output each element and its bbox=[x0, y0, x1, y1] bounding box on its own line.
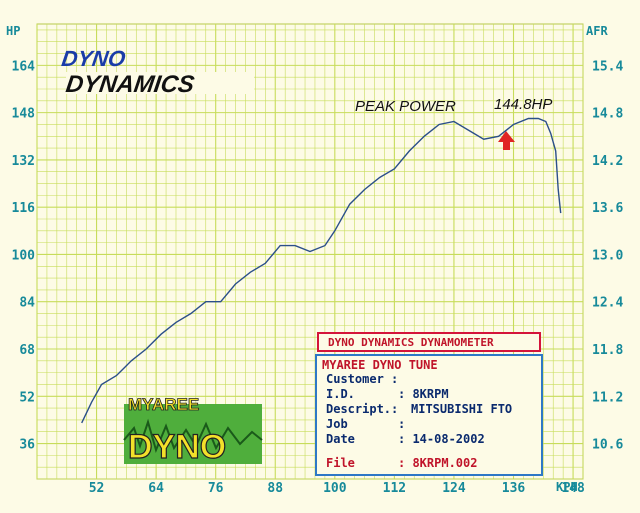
x-tick-label: 100 bbox=[323, 481, 347, 496]
info-title: DYNO DYNAMICS DYNAMOMETER bbox=[328, 336, 494, 349]
job-label: Job bbox=[326, 417, 348, 431]
x-tick-label: 88 bbox=[267, 481, 283, 496]
y-left-unit: HP bbox=[6, 24, 20, 38]
y-left-tick-label: 36 bbox=[19, 438, 35, 453]
y-left-tick-label: 52 bbox=[19, 390, 35, 405]
x-tick-label: 124 bbox=[442, 481, 466, 496]
y-left-tick-label: 148 bbox=[12, 107, 36, 122]
peak-arrow-icon bbox=[498, 131, 515, 150]
id-value: : 8KRPM bbox=[398, 387, 449, 401]
y-right-tick-label: 15.4 bbox=[592, 59, 623, 74]
x-tick-label: 136 bbox=[502, 481, 526, 496]
peak-power-label: PEAK POWER bbox=[355, 98, 456, 115]
grid bbox=[36, 24, 584, 480]
peak-power-value: 144.8HP bbox=[494, 96, 552, 113]
date-value: : 14-08-2002 bbox=[398, 432, 485, 446]
y-left-tick-label: 68 bbox=[19, 343, 35, 358]
info-box: DYNO DYNAMICS DYNAMOMETER MYAREE DYNO TU… bbox=[315, 332, 543, 476]
y-right-tick-label: 13.6 bbox=[592, 201, 623, 216]
logo-backdrop bbox=[66, 72, 254, 94]
y-right-tick-label: 12.4 bbox=[592, 296, 623, 311]
job-value: : bbox=[398, 417, 405, 431]
date-label: Date bbox=[326, 432, 355, 446]
y-right-tick-label: 10.6 bbox=[592, 438, 623, 453]
stamp-background bbox=[124, 404, 262, 464]
y-left-tick-label: 164 bbox=[12, 59, 36, 74]
x-tick-label: 76 bbox=[208, 481, 224, 496]
myaree-dyno-stamp: MYAREE DYNO bbox=[123, 395, 263, 467]
power-curve bbox=[81, 117, 562, 424]
x-tick-label: 52 bbox=[89, 481, 105, 496]
x-tick-label: 148 bbox=[561, 481, 585, 496]
y-right-tick-label: 13.0 bbox=[592, 248, 623, 263]
customer-label: Customer : bbox=[326, 372, 398, 386]
stamp-line1: MYAREE bbox=[128, 395, 199, 414]
stamp-line2: DYNO bbox=[128, 428, 226, 466]
descript-label: Descript.: bbox=[326, 402, 398, 416]
info-details-frame bbox=[315, 354, 543, 476]
info-header: MYAREE DYNO TUNE bbox=[322, 358, 438, 372]
x-unit: KPH bbox=[556, 480, 578, 494]
tick-labels: 36 52 68 84 100 116 132 148 164 10.6 11.2 11.8 12.4 1… bbox=[12, 59, 624, 496]
y-left-tick-label: 132 bbox=[12, 154, 35, 169]
file-value: : 8KRPM.002 bbox=[398, 456, 477, 470]
x-tick-label: 112 bbox=[383, 481, 406, 496]
logo-line1: DYNO bbox=[60, 46, 127, 71]
x-tick-label: 64 bbox=[148, 481, 164, 496]
y-right-tick-label: 11.2 bbox=[592, 390, 623, 405]
info-title-frame bbox=[317, 332, 541, 352]
y-left-tick-label: 100 bbox=[12, 248, 36, 263]
logo-line2: DYNAMICS bbox=[64, 71, 196, 98]
y-right-tick-label: 14.8 bbox=[592, 107, 623, 122]
y-left-tick-label: 84 bbox=[19, 296, 35, 311]
file-label: File bbox=[326, 456, 355, 470]
dyno-dynamics-logo: DYNO DYNAMICS bbox=[60, 46, 254, 98]
y-right-unit: AFR bbox=[586, 24, 608, 38]
y-right-tick-label: 14.2 bbox=[592, 154, 623, 169]
id-label: I.D. bbox=[326, 387, 355, 401]
y-right-tick-label: 11.8 bbox=[592, 343, 623, 358]
y-left-tick-label: 116 bbox=[12, 201, 36, 216]
stamp-wave-icon bbox=[123, 418, 263, 454]
descript-value: MITSUBISHI FTO bbox=[411, 402, 512, 416]
